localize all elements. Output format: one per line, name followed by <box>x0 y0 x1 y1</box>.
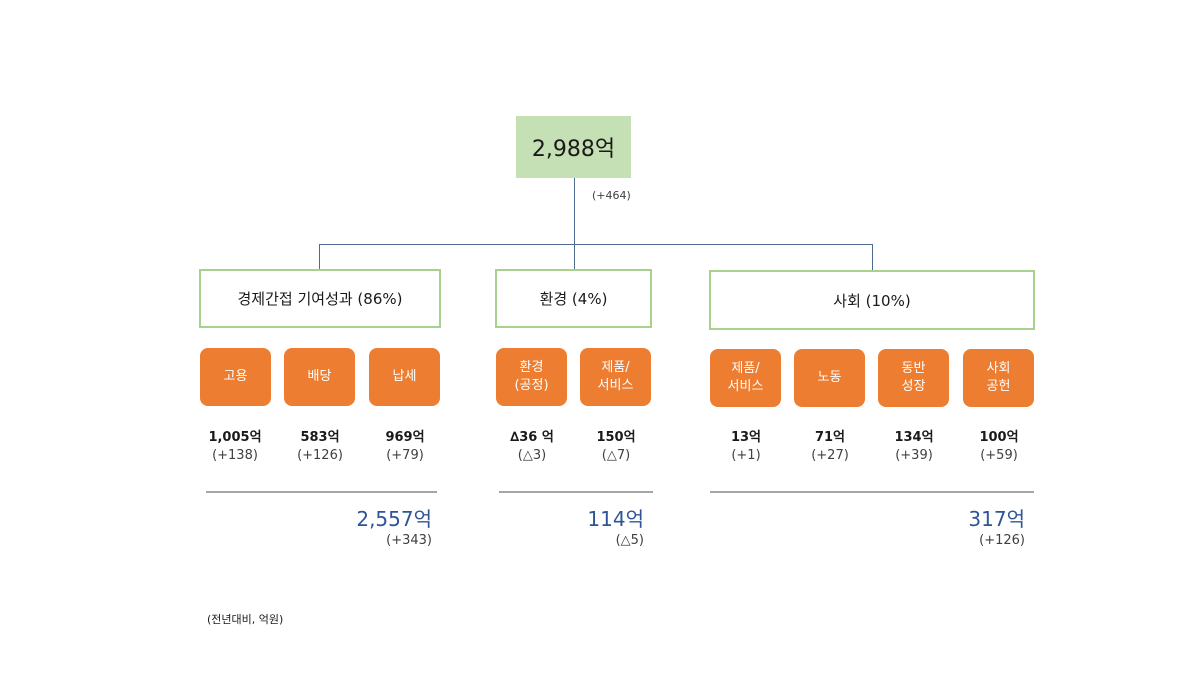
total-delta: (+343) <box>386 533 432 548</box>
total-value: 2,557억 <box>356 507 432 531</box>
item-social-contribution-label: 사회 공헌 <box>986 361 1011 394</box>
separator-social <box>710 491 1034 493</box>
item-env-process-label: 환경 (공정) <box>514 360 549 393</box>
item-tax: 납세 <box>369 348 440 406</box>
category-economic-label: 경제간접 기여성과 (86%) <box>237 290 403 308</box>
value-tax: 969억 (+79) <box>360 429 450 465</box>
total-delta: (+126) <box>979 533 1025 548</box>
separator-economic <box>206 491 437 493</box>
value-delta: (△3) <box>517 448 547 463</box>
value-delta: (+138) <box>212 448 258 463</box>
value-main: 134억 <box>894 430 934 445</box>
connector-left-vertical <box>319 244 320 269</box>
value-delta: (+39) <box>895 448 933 463</box>
value-delta: (△7) <box>601 448 631 463</box>
item-dividend-label: 배당 <box>307 369 332 384</box>
category-economic-box: 경제간접 기여성과 (86%) <box>199 269 441 328</box>
value-main: 583억 <box>300 430 340 445</box>
value-main: ∆36 억 <box>510 430 554 445</box>
total-delta: (△5) <box>615 533 644 548</box>
item-social-product-label: 제품/ 서비스 <box>727 361 764 394</box>
item-dividend: 배당 <box>284 348 355 406</box>
item-shared-growth-label: 동반 성장 <box>901 361 926 394</box>
category-environment-box: 환경 (4%) <box>495 269 652 328</box>
value-main: 969억 <box>385 430 425 445</box>
item-env-process: 환경 (공정) <box>496 348 567 406</box>
item-tax-label: 납세 <box>392 369 417 384</box>
value-main: 1,005억 <box>208 430 262 445</box>
value-main: 100억 <box>979 430 1019 445</box>
item-social-contribution: 사회 공헌 <box>963 349 1034 407</box>
item-social-product: 제품/ 서비스 <box>710 349 781 407</box>
connector-horizontal <box>319 244 872 245</box>
item-labor: 노동 <box>794 349 865 407</box>
separator-environment <box>499 491 653 493</box>
item-shared-growth: 동반 성장 <box>878 349 949 407</box>
item-env-product-label: 제품/ 서비스 <box>597 360 634 393</box>
value-social-product: 13억 (+1) <box>701 429 791 465</box>
value-delta: (+1) <box>731 448 761 463</box>
category-social-label: 사회 (10%) <box>833 291 911 310</box>
value-shared-growth: 134억 (+39) <box>869 429 959 465</box>
item-employment-label: 고용 <box>223 369 248 384</box>
value-social-contribution: 100억 (+59) <box>954 429 1044 465</box>
value-main: 150억 <box>596 430 636 445</box>
value-delta: (+27) <box>811 448 849 463</box>
value-delta: (+79) <box>386 448 424 463</box>
value-env-product: 150억 (△7) <box>571 429 661 465</box>
item-labor-label: 노동 <box>817 370 842 385</box>
value-env-process: ∆36 억 (△3) <box>487 429 577 465</box>
total-social: 317억 (+126) <box>900 506 1025 550</box>
value-employment: 1,005억 (+138) <box>190 429 280 465</box>
value-dividend: 583억 (+126) <box>275 429 365 465</box>
category-social-box: 사회 (10%) <box>709 270 1035 330</box>
item-env-product: 제품/ 서비스 <box>580 348 651 406</box>
item-employment: 고용 <box>200 348 271 406</box>
root-total-value: 2,988억 <box>531 137 616 162</box>
value-main: 13억 <box>730 430 762 445</box>
value-delta: (+59) <box>980 448 1018 463</box>
total-value: 114억 <box>587 507 644 531</box>
total-environment: 114억 (△5) <box>540 506 644 550</box>
category-environment-label: 환경 (4%) <box>539 290 608 308</box>
connector-right-vertical <box>872 244 873 270</box>
unit-note: (전년대비, 억원) <box>207 613 284 626</box>
total-economic: 2,557억 (+343) <box>300 506 432 550</box>
root-total-box: 2,988억 <box>516 116 631 178</box>
root-total-delta: (+464) <box>592 189 631 202</box>
value-main: 71억 <box>814 430 846 445</box>
value-delta: (+126) <box>297 448 343 463</box>
connector-root-vertical <box>574 178 575 269</box>
value-labor: 71억 (+27) <box>785 429 875 465</box>
total-value: 317억 <box>968 507 1025 531</box>
